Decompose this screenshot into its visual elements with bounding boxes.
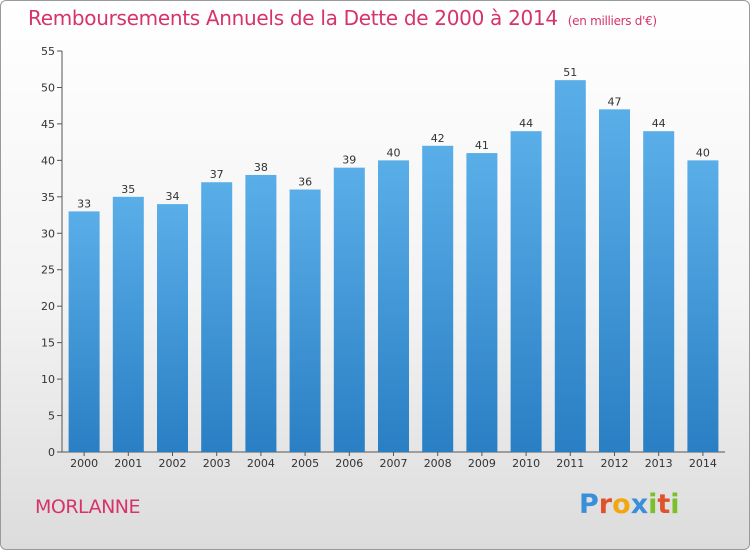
- chart-title-text: Remboursements Annuels de la Dette de 20…: [28, 6, 558, 30]
- x-tick-label-2006: 2006: [335, 457, 363, 470]
- x-tick-label-2004: 2004: [247, 457, 275, 470]
- x-tick-label-2001: 2001: [114, 457, 142, 470]
- bar-2008: [422, 145, 454, 453]
- y-tick-label: 5: [48, 410, 55, 423]
- value-label-2006: 39: [342, 154, 356, 167]
- x-tick-label-2010: 2010: [512, 457, 540, 470]
- logo-letter: i: [670, 489, 680, 520]
- logo-letter: o: [612, 489, 631, 520]
- x-tick-label-2014: 2014: [689, 457, 717, 470]
- bar-2000: [68, 211, 100, 452]
- chart-subtitle: (en milliers d'€): [567, 14, 657, 28]
- value-label-2013: 44: [652, 117, 666, 130]
- bar-2003: [201, 182, 233, 452]
- bar-2014: [687, 160, 719, 452]
- logo-letter: x: [630, 489, 649, 520]
- logo-letter: r: [598, 489, 613, 520]
- x-tick-label-2011: 2011: [556, 457, 584, 470]
- x-tick-label-2012: 2012: [601, 457, 629, 470]
- value-label-2005: 36: [298, 176, 312, 189]
- chart-title: Remboursements Annuels de la Dette de 20…: [28, 6, 657, 30]
- bar-2013: [643, 131, 675, 452]
- value-label-2009: 41: [475, 139, 489, 152]
- bar-2011: [554, 80, 586, 452]
- bar-2010: [510, 131, 542, 452]
- bar-2002: [157, 204, 188, 452]
- y-tick-label: 25: [41, 264, 55, 277]
- logo-letter: i: [648, 489, 658, 520]
- bar-2009: [466, 153, 498, 452]
- proxiti-logo[interactable]: Proxiti: [579, 489, 680, 520]
- x-tick-label-2005: 2005: [291, 457, 319, 470]
- value-label-2010: 44: [519, 117, 533, 130]
- logo-letter: P: [579, 489, 599, 520]
- bar-2007: [378, 160, 409, 452]
- y-tick-label: 55: [41, 45, 55, 58]
- y-tick-label: 50: [41, 81, 55, 94]
- y-tick-label: 40: [41, 154, 55, 167]
- value-label-2007: 40: [387, 146, 401, 159]
- y-tick-label: 30: [41, 227, 55, 240]
- town-name: MORLANNE: [35, 496, 141, 518]
- bar-2001: [112, 196, 144, 452]
- bar-2006: [333, 167, 365, 452]
- y-tick-label: 35: [41, 191, 55, 204]
- x-tick-label-2007: 2007: [380, 457, 408, 470]
- value-label-2008: 42: [431, 132, 445, 145]
- value-label-2002: 34: [166, 190, 180, 203]
- y-tick-label: 20: [41, 300, 55, 313]
- y-tick-label: 0: [48, 446, 55, 459]
- value-label-2011: 51: [563, 66, 577, 79]
- y-tick-label: 45: [41, 118, 55, 131]
- bar-2012: [599, 109, 630, 452]
- x-tick-label-2008: 2008: [424, 457, 452, 470]
- x-tick-label-2003: 2003: [203, 457, 231, 470]
- value-label-2012: 47: [608, 95, 622, 108]
- x-tick-label-2000: 2000: [70, 457, 98, 470]
- x-tick-label-2002: 2002: [159, 457, 187, 470]
- logo-letter: t: [657, 489, 671, 520]
- y-tick-label: 10: [41, 373, 55, 386]
- value-label-2004: 38: [254, 161, 268, 174]
- bar-2005: [289, 189, 321, 452]
- y-tick-label: 15: [41, 337, 55, 350]
- x-tick-label-2013: 2013: [645, 457, 673, 470]
- value-label-2003: 37: [210, 168, 224, 181]
- value-label-2001: 35: [121, 183, 135, 196]
- bar-2004: [245, 174, 277, 453]
- value-label-2000: 33: [77, 197, 91, 210]
- x-tick-label-2009: 2009: [468, 457, 496, 470]
- value-label-2014: 40: [696, 146, 710, 159]
